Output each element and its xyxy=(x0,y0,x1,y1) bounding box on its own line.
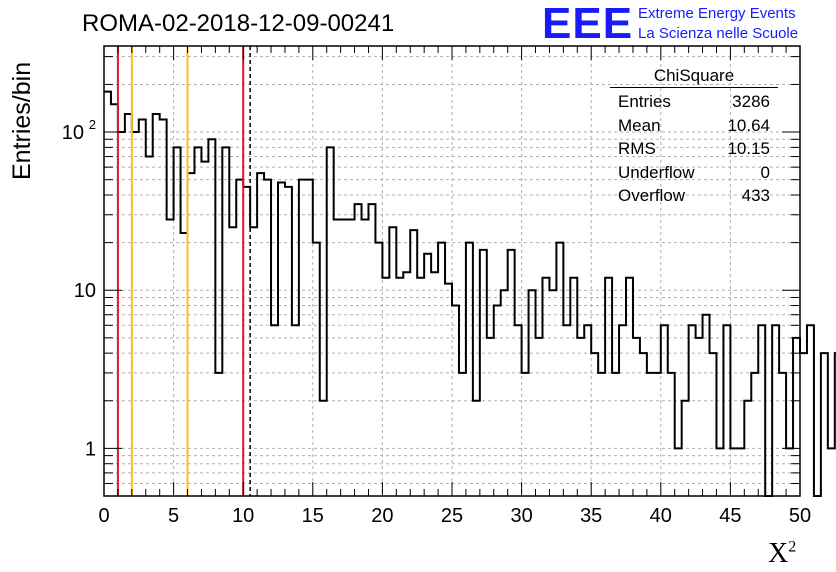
y-tick-label: 10 xyxy=(62,122,84,144)
x-tick-label: 15 xyxy=(302,505,324,527)
x-tick-label: 25 xyxy=(441,505,463,527)
stats-label: Entries xyxy=(618,92,671,111)
x-tick-label: 5 xyxy=(168,505,179,527)
x-tick-label: 10 xyxy=(232,505,254,527)
stats-label: Underflow xyxy=(618,162,695,182)
stats-box: ChiSquare Entries 3286 Mean 10.64 RMS 10.15… xyxy=(610,66,778,208)
stats-title: ChiSquare xyxy=(610,66,778,88)
y-tick-label-exponent: 2 xyxy=(89,117,96,132)
eee-logo-text: Extreme Energy Events La Scienza nelle S… xyxy=(638,4,798,44)
stats-value: 3286 xyxy=(732,92,770,111)
stats-row-rms: RMS 10.15 xyxy=(610,137,778,161)
x-axis-label: X2 xyxy=(768,538,796,570)
y-axis-label: Entries/bin xyxy=(8,61,36,180)
x-tick-label: 20 xyxy=(371,505,393,527)
stats-row-underflow: Underflow 0 xyxy=(610,161,778,185)
stats-row-mean: Mean 10.64 xyxy=(610,114,778,138)
y-tick-label: 1 xyxy=(85,438,96,460)
x-tick-label: 0 xyxy=(98,505,109,527)
stats-row-overflow: Overflow 433 xyxy=(610,184,778,208)
stats-label: RMS xyxy=(618,139,656,158)
x-tick-label: 45 xyxy=(719,505,741,527)
stats-value: 10.15 xyxy=(727,139,770,158)
x-tick-label: 40 xyxy=(650,505,672,527)
x-axis-label-sup: 2 xyxy=(788,538,797,556)
stats-label: Overflow xyxy=(618,186,686,205)
x-tick-label: 35 xyxy=(580,505,602,527)
logo-line-1: Extreme Energy Events xyxy=(638,5,796,22)
stats-value: 0 xyxy=(760,162,770,182)
stats-value: 10.64 xyxy=(727,115,770,135)
stats-value: 433 xyxy=(741,186,770,205)
plot-title: ROMA-02-2018-12-09-00241 xyxy=(82,10,395,37)
x-tick-label: 50 xyxy=(789,505,811,527)
x-tick-label: 30 xyxy=(510,505,532,527)
x-axis-label-base: X xyxy=(768,538,789,569)
logo-line-2: La Scienza nelle Scuole xyxy=(638,25,799,42)
y-tick-label: 10 xyxy=(74,280,96,302)
histogram-series-line xyxy=(104,90,836,497)
eee-logo: EEE xyxy=(542,0,634,48)
stats-row-entries: Entries 3286 xyxy=(610,90,778,114)
stats-label: Mean xyxy=(618,115,661,135)
